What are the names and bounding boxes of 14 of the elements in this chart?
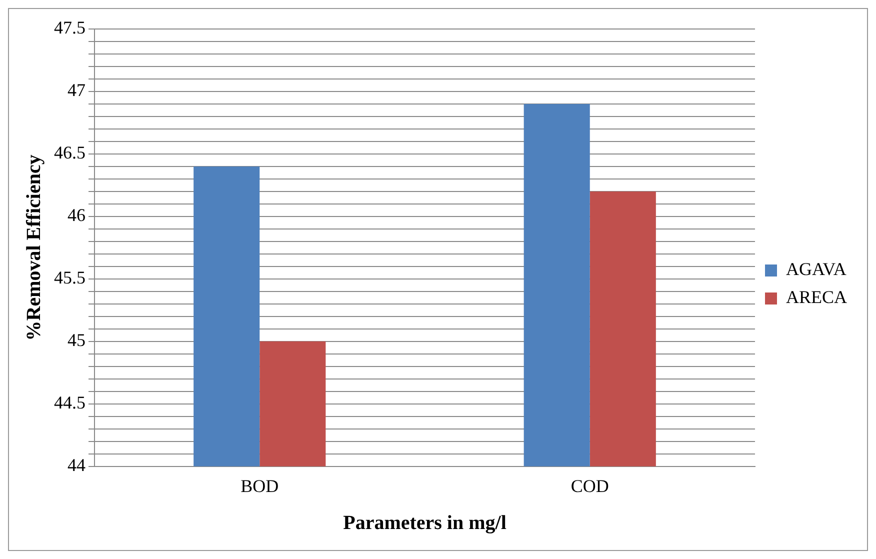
y-tick-label: 46.5: [54, 142, 86, 163]
y-tick-label: 47.5: [54, 18, 86, 38]
x-axis-title: Parameters in mg/l: [343, 512, 507, 534]
legend-label: ARECA: [786, 287, 848, 308]
y-tick-label: 44: [68, 455, 86, 476]
y-tick-label: 45.5: [54, 268, 86, 288]
legend-label: AGAVA: [786, 259, 846, 280]
y-tick-label: 45: [68, 330, 86, 350]
y-axis-title: %Removal Efficiency: [23, 154, 46, 341]
x-tick-label: COD: [570, 476, 609, 496]
y-tick-label: 47: [68, 80, 86, 100]
x-tick-label: BOD: [240, 476, 279, 496]
y-tick-label: 44.5: [54, 392, 86, 413]
y-tick-label: 46: [68, 205, 86, 226]
